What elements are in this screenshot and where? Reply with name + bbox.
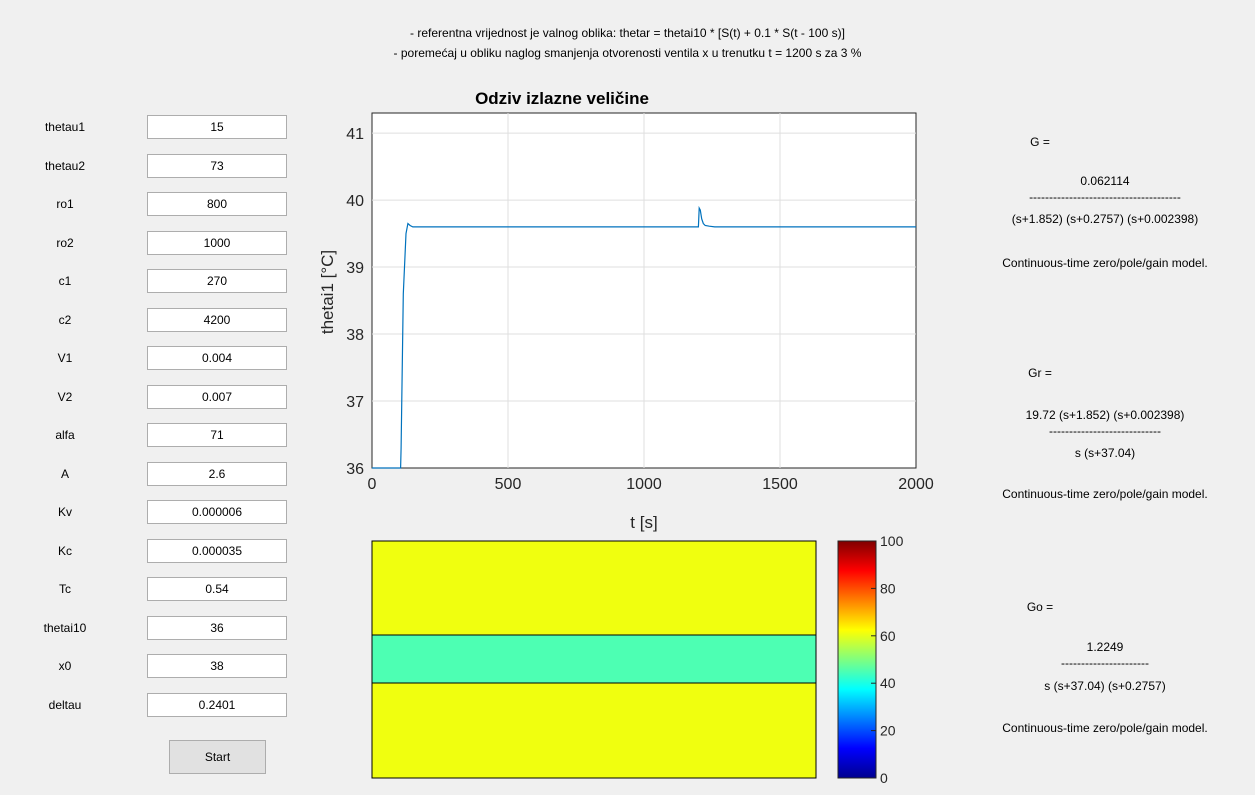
param-input-x0[interactable] (147, 654, 287, 678)
tf-gr-denominator: s (s+37.04) (1074, 446, 1136, 460)
y-tick-label: 36 (346, 461, 364, 478)
colorbar-tick-label: 100 (880, 533, 904, 549)
param-label-c2: c2 (58, 312, 72, 327)
heatmap-region-top (371, 540, 817, 636)
param-label-alfa: alfa (55, 428, 75, 442)
tf-go-label: Go = (1026, 600, 1054, 614)
colorbar-tick-label: 80 (880, 580, 896, 596)
y-axis-label: thetai1 [°C] (318, 250, 337, 334)
param-label-thetau2: thetau2 (44, 158, 86, 173)
tf-go-numerator: 1.2249 (1086, 640, 1124, 654)
x-axis-label: t [s] (630, 513, 657, 532)
heatmap-panel: 0 20 40 60 80 100 (371, 533, 904, 786)
y-tick-label: 37 (346, 394, 364, 411)
description-line-1: - referentna vrijednost je valnog oblika… (410, 26, 845, 40)
description-line-2: - poremećaj u obliku naglog smanjenja ot… (393, 46, 862, 60)
x-tick-label: 1500 (762, 476, 798, 493)
tf-gr-note: Continuous-time zero/pole/gain model. (1002, 487, 1208, 501)
heatmap-region-bottom (371, 682, 817, 779)
param-input-ro1[interactable] (147, 192, 287, 216)
param-input-v1[interactable] (147, 346, 287, 370)
param-input-kc[interactable] (147, 538, 287, 563)
response-plot: Odziv izlazne veličine 0 500 1000 1500 2000 3… (318, 89, 934, 532)
colorbar-tick-label: 40 (880, 675, 896, 691)
transfer-function-g: G = 0.062114 ---------------------------… (955, 132, 1255, 270)
tf-g-denominator: (s+1.852) (s+0.2757) (s+0.002398) (1011, 212, 1199, 226)
tf-g-note: Continuous-time zero/pole/gain model. (1002, 256, 1208, 270)
param-input-thetau1[interactable] (147, 115, 287, 139)
y-tick-label: 41 (346, 126, 364, 143)
x-tick-label: 0 (368, 476, 377, 493)
param-input-c1[interactable] (147, 269, 287, 293)
tf-gr-label: Gr = (1028, 366, 1052, 380)
colorbar-tick-label: 20 (880, 723, 896, 739)
x-tick-label: 1000 (626, 476, 662, 493)
colorbar (837, 540, 877, 779)
y-tick-label: 40 (346, 193, 364, 210)
transfer-function-go: Go = 1.2249 ---------------------- s (s+… (955, 600, 1255, 735)
tf-go-note: Continuous-time zero/pole/gain model. (1002, 721, 1208, 735)
param-input-kv[interactable] (147, 500, 287, 524)
param-input-thetai10[interactable] (147, 615, 287, 640)
param-input-c2[interactable] (147, 307, 287, 332)
tf-gr-separator: ---------------------------- (1049, 424, 1161, 438)
param-label-kv: Kv (57, 505, 72, 519)
param-label-kc: Kc (57, 543, 72, 558)
response-series-line (372, 205, 916, 469)
tf-go-denominator: s (s+37.04) (s+0.2757) (1044, 679, 1166, 693)
param-input-a[interactable] (147, 461, 287, 486)
heatmap-region-middle (371, 634, 817, 684)
param-label-thetau1: thetau1 (44, 120, 86, 134)
param-label-v2: V2 (57, 389, 73, 404)
x-tick-label: 2000 (898, 476, 934, 493)
colorbar-tick-label: 0 (880, 770, 888, 786)
colorbar-tick-label: 60 (880, 628, 896, 644)
param-input-thetau2[interactable] (147, 153, 287, 178)
param-label-v1: V1 (57, 351, 73, 365)
tf-g-label: G = (1030, 135, 1050, 149)
param-label-a: A (60, 466, 69, 481)
plot-title: Odziv izlazne veličine (475, 89, 649, 108)
param-label-deltau: deltau (48, 697, 82, 712)
param-label-tc: Tc (59, 582, 71, 596)
param-label-x0: x0 (58, 659, 72, 673)
transfer-function-gr: Gr = 19.72 (s+1.852) (s+0.002398) ------… (955, 366, 1255, 501)
param-label-ro1: ro1 (56, 197, 74, 211)
start-button[interactable]: Start (169, 740, 266, 774)
param-input-ro2[interactable] (147, 230, 287, 255)
tf-go-separator: ---------------------- (1061, 656, 1149, 670)
param-input-tc[interactable] (147, 577, 287, 601)
param-input-alfa[interactable] (147, 423, 287, 447)
param-input-deltau[interactable] (147, 692, 287, 717)
param-input-v2[interactable] (147, 384, 287, 409)
x-tick-label: 500 (495, 476, 522, 493)
y-tick-label: 39 (346, 260, 364, 277)
param-label-c1: c1 (58, 274, 72, 288)
y-tick-label: 38 (346, 327, 364, 344)
param-label-ro2: ro2 (56, 235, 74, 250)
tf-g-numerator: 0.062114 (1080, 174, 1130, 188)
tf-g-separator: -------------------------------------- (1029, 190, 1181, 204)
tf-gr-numerator: 19.72 (s+1.852) (s+0.002398) (1025, 408, 1185, 422)
param-label-thetai10: thetai10 (43, 620, 87, 635)
